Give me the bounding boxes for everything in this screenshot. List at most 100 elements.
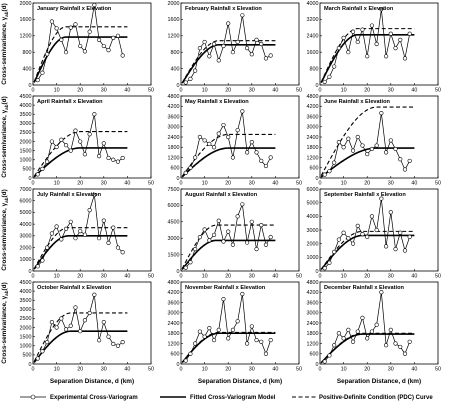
experimental-point: [240, 291, 245, 297]
experimental-point: [383, 244, 389, 249]
y-tick-label: 4000: [307, 1, 319, 7]
experimental-point: [183, 170, 188, 175]
panel-7: 0 1000 2000 3000 4000 5000 6000 7000 0 10 20 30 40 50…: [20, 187, 155, 280]
experimental-point: [120, 340, 125, 345]
y-tick-label: 2000: [20, 325, 32, 331]
y-tick-label: 3200: [307, 17, 319, 23]
experimental-point: [388, 327, 393, 332]
experimental-point: [197, 329, 202, 334]
y-tick-label: 4800: [307, 280, 319, 286]
experimental-point: [68, 323, 73, 328]
x-tick-label: 50: [435, 367, 441, 373]
experimental-point: [207, 54, 212, 59]
experimental-point: [211, 145, 217, 150]
x-tick-label: 20: [77, 367, 83, 373]
x-tick-label: 50: [148, 367, 154, 373]
experimental-point: [365, 234, 370, 239]
experimental-point: [193, 68, 198, 73]
experimental-point: [350, 29, 356, 34]
y-tick-label: 0: [29, 362, 32, 368]
y-tick-label: 1600: [20, 17, 32, 23]
y-tick-label: 3000: [307, 228, 319, 234]
experimental-point: [35, 264, 40, 269]
y-tick-label: 3600: [307, 300, 319, 306]
x-tick-label: 20: [364, 181, 370, 187]
y-tick-label: 1000: [20, 344, 32, 350]
y-axis-label: Cross-semivariance, γab(d): [1, 282, 9, 363]
experimental-point: [332, 160, 337, 165]
panel-title: May Rainfall x Elevation: [185, 99, 249, 105]
experimental-point: [379, 110, 384, 116]
y-tick-label: 2000: [20, 245, 32, 251]
experimental-point: [115, 245, 121, 250]
experimental-point: [45, 245, 50, 250]
experimental-point: [249, 52, 254, 57]
experimental-point: [211, 41, 217, 47]
experimental-point: [111, 157, 116, 162]
experimental-point: [202, 138, 207, 143]
experimental-point: [111, 35, 116, 40]
experimental-point: [360, 315, 365, 320]
x-tick-label: 50: [435, 88, 441, 94]
panel-12: 0 600 1200 1800 2400 3000 3600 4200 4800 0 10 20 30 4…: [307, 280, 442, 373]
x-tick-label: 0: [319, 181, 322, 187]
x-tick-label: 20: [77, 274, 83, 280]
experimental-point: [355, 39, 360, 45]
experimental-point: [407, 339, 412, 344]
experimental-point: [211, 337, 217, 343]
legend-fitted-label: Fitted Cross-Variogram Model: [190, 395, 276, 401]
experimental-point: [78, 329, 83, 334]
experimental-point: [59, 37, 64, 43]
experimental-point: [374, 227, 379, 233]
y-tick-label: 2500: [20, 316, 32, 322]
experimental-point: [355, 329, 360, 334]
experimental-point: [111, 341, 116, 347]
experimental-point: [369, 23, 375, 28]
experimental-point: [350, 148, 356, 153]
experimental-point: [235, 319, 240, 324]
x-tick-label: 30: [101, 274, 107, 280]
experimental-point: [235, 128, 240, 133]
y-tick-label: 1200: [168, 34, 180, 40]
y-tick-label: 4000: [20, 222, 32, 228]
experimental-point: [207, 141, 212, 146]
x-tick-label: 20: [225, 274, 231, 280]
experimental-point: [259, 158, 264, 164]
experimental-point: [106, 48, 111, 53]
experimental-point: [230, 50, 236, 55]
experimental-point: [49, 19, 54, 24]
experimental-point: [216, 327, 221, 332]
experimental-point: [82, 49, 88, 54]
y-tick-label: 0: [316, 83, 319, 89]
experimental-point: [78, 43, 83, 49]
experimental-point: [374, 143, 379, 148]
x-tick-label: 0: [180, 274, 183, 280]
experimental-point: [35, 172, 40, 177]
panel-8: 0 1500 3000 4500 6000 7500 0 10 20 30 40 50 August R…: [168, 187, 303, 280]
experimental-point: [221, 296, 226, 302]
x-tick-label: 30: [249, 274, 255, 280]
y-tick-label: 3000: [20, 307, 32, 313]
panel-6: 0 600 1200 1800 2400 3000 3600 4200 4800 0 10 20 30 4…: [307, 94, 442, 187]
experimental-point: [365, 54, 370, 59]
y-axis-label: Cross-semivariance, γab(d): [1, 3, 9, 84]
experimental-point: [268, 53, 273, 58]
y-tick-label: 500: [23, 353, 32, 359]
y-axis-label: Cross-semivariance, γab(d): [1, 189, 9, 270]
experimental-point: [398, 157, 403, 162]
y-tick-label: 800: [23, 50, 32, 56]
experimental-point: [398, 230, 403, 235]
experimental-point: [346, 327, 351, 332]
y-tick-label: 4200: [168, 104, 180, 110]
panel-title: April Rainfall x Elevation: [37, 99, 103, 105]
experimental-point: [263, 242, 269, 247]
y-tick-label: 4000: [307, 214, 319, 220]
x-tick-label: 50: [296, 367, 302, 373]
y-tick-label: 2000: [168, 1, 180, 7]
y-tick-label: 600: [310, 352, 319, 358]
experimental-point: [54, 325, 59, 330]
experimental-point: [63, 226, 69, 231]
experimental-point: [393, 45, 398, 51]
experimental-point: [45, 52, 50, 57]
y-tick-label: 0: [29, 269, 32, 275]
